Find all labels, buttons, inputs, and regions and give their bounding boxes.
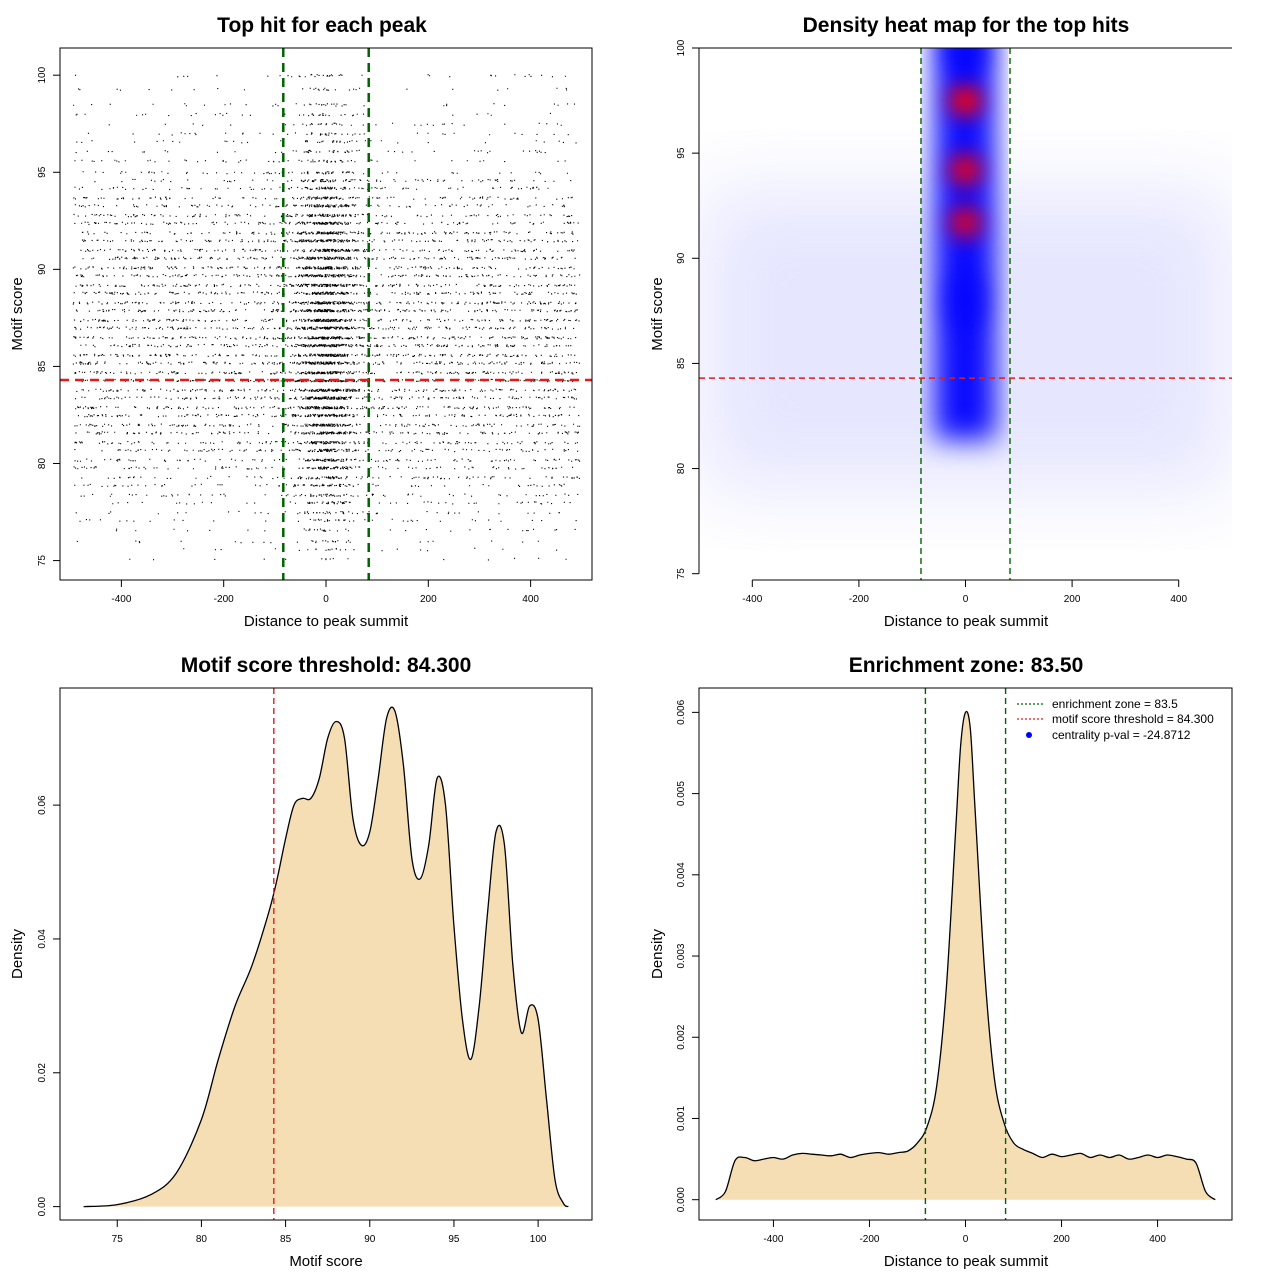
y-tick-label: 0.02 [37, 1063, 48, 1083]
scatter-panel: Top hit for each peak -400 -200 0 200 400 75 8… [9, 14, 593, 630]
x-tick-label: 80 [196, 1234, 208, 1245]
x-tick-label: -400 [742, 594, 762, 605]
distance-density-plot [715, 688, 1216, 1220]
legend-centrality-marker [1026, 732, 1032, 738]
heatmap-ylabel: Motif score [649, 277, 666, 350]
scatter-title: Top hit for each peak [217, 14, 427, 37]
y-tick-label: 100 [37, 66, 48, 83]
score-density-plot [83, 688, 569, 1220]
distance-density-ylabel: Density [649, 928, 666, 979]
x-tick-label: 400 [1149, 1234, 1166, 1245]
y-tick-label: 0.00 [37, 1196, 48, 1216]
y-tick-label: 90 [37, 263, 48, 275]
x-tick-label: 95 [448, 1234, 460, 1245]
y-tick-label: 0.04 [37, 929, 48, 949]
x-tick-label: 85 [280, 1234, 292, 1245]
scatter-plot-box [59, 47, 593, 581]
y-tick-label: 0.003 [676, 943, 687, 968]
legend-centrality-label: centrality p-val = -24.8712 [1052, 728, 1191, 742]
x-tick-label: 90 [364, 1234, 376, 1245]
y-tick-label: 85 [37, 360, 48, 372]
x-tick-label: 200 [1064, 594, 1081, 605]
y-tick-label: 0.002 [676, 1024, 687, 1049]
scatter-xlabel: Distance to peak summit [244, 613, 409, 630]
scatter-axes: -400 -200 0 200 400 75 80 85 90 95 100 [37, 66, 539, 605]
scatter-point-cloud [72, 74, 581, 561]
score-density-ylabel: Density [9, 928, 26, 979]
y-tick-label: 0.06 [37, 795, 48, 815]
x-tick-label: 200 [1053, 1234, 1070, 1245]
x-tick-label: -400 [111, 594, 131, 605]
score-density-xlabel: Motif score [289, 1253, 362, 1270]
legend-threshold-label: motif score threshold = 84.300 [1052, 712, 1214, 726]
heatmap-xlabel: Distance to peak summit [884, 613, 1049, 630]
distance-density-plot-box [698, 687, 1233, 1221]
density-curve [715, 710, 1216, 1201]
x-tick-label: 0 [963, 1234, 969, 1245]
heatmap-hotspot [949, 153, 982, 186]
heatmap-hotspot [949, 206, 982, 239]
scatter-points [60, 48, 592, 580]
x-tick-label: -200 [859, 1234, 879, 1245]
x-tick-label: 0 [323, 594, 329, 605]
score-density-plot-box [59, 687, 593, 1221]
y-tick-label: 100 [676, 39, 687, 56]
heatmap-panel: Density heat map for the top hits -400 -2… [649, 14, 1232, 630]
heatmap-hotspot [949, 84, 982, 117]
y-tick-label: 80 [676, 463, 687, 475]
x-tick-label: 400 [522, 594, 539, 605]
heatmap-title: Density heat map for the top hits [803, 14, 1130, 37]
y-tick-label: 95 [37, 166, 48, 178]
heatmap-hotspot [943, 270, 988, 331]
y-tick-label: 0.006 [676, 699, 687, 724]
distance-density-legend: enrichment zone = 83.5 motif score thres… [1017, 697, 1214, 742]
density-curve [83, 706, 569, 1208]
heatmap-hotspots [943, 48, 988, 331]
density-area [715, 711, 1216, 1200]
y-tick-label: 0.000 [676, 1187, 687, 1212]
distance-density-xlabel: Distance to peak summit [884, 1253, 1049, 1270]
score-density-panel: Motif score threshold: 84.300 75 80 85 90 95… [9, 654, 593, 1270]
x-tick-label: 75 [112, 1234, 124, 1245]
y-tick-label: 0.005 [676, 781, 687, 806]
score-density-title: Motif score threshold: 84.300 [181, 654, 472, 677]
distance-density-title: Enrichment zone: 83.50 [849, 654, 1084, 677]
y-tick-label: 95 [676, 147, 687, 159]
x-tick-label: 100 [530, 1234, 547, 1245]
heatmap-axes: -400 -200 0 200 400 75 80 85 90 95 100 [676, 39, 1232, 605]
x-tick-label: -200 [849, 594, 869, 605]
x-tick-label: 0 [963, 594, 969, 605]
y-tick-label: 0.004 [676, 862, 687, 887]
legend-enrichment-label: enrichment zone = 83.5 [1052, 697, 1178, 711]
scatter-ylabel: Motif score [9, 277, 26, 350]
distance-density-panel: Enrichment zone: 83.50 -400 -200 0 200 400 0.… [649, 654, 1233, 1270]
y-tick-label: 90 [676, 252, 687, 264]
x-tick-label: 400 [1170, 594, 1187, 605]
x-tick-label: 200 [420, 594, 437, 605]
y-tick-label: 75 [37, 555, 48, 567]
y-tick-label: 80 [37, 458, 48, 470]
density-area [83, 707, 569, 1207]
heatmap-hotspot [943, 48, 988, 78]
x-tick-label: -200 [214, 594, 234, 605]
y-tick-label: 75 [676, 568, 687, 580]
x-tick-label: -400 [763, 1234, 783, 1245]
y-tick-label: 85 [676, 357, 687, 369]
y-tick-label: 0.001 [676, 1106, 687, 1131]
